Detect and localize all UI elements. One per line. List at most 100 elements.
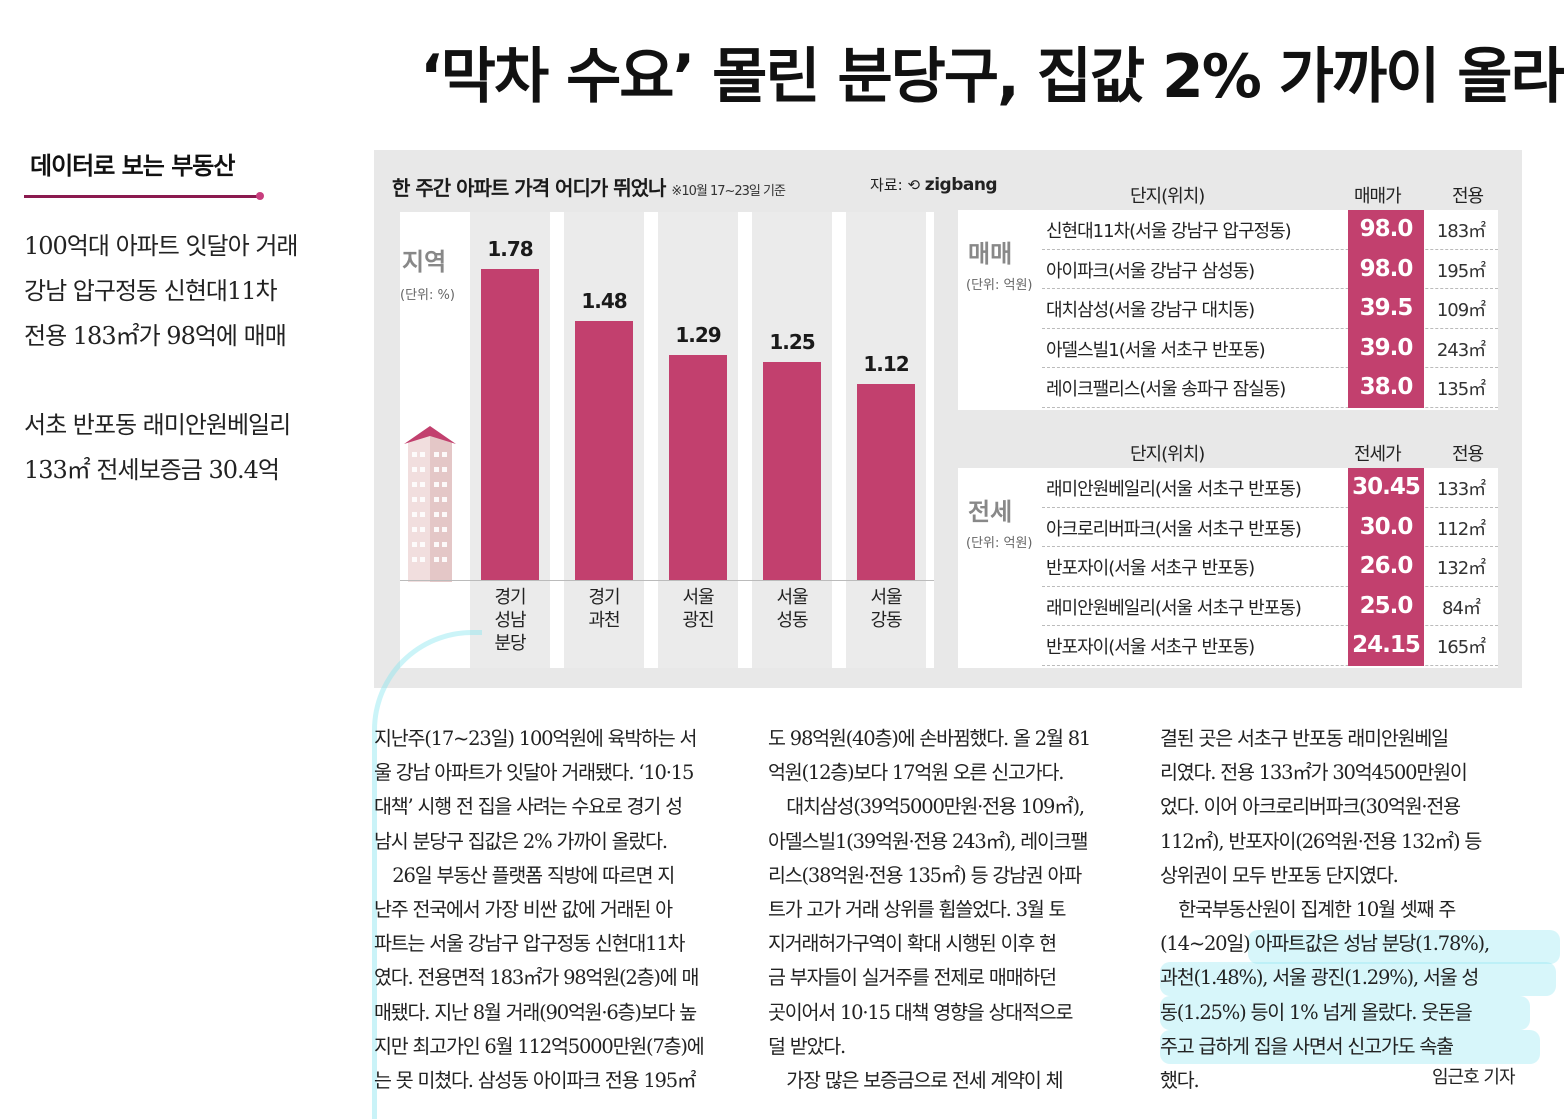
summary-line: 133㎡ 전세보증금 30.4억: [24, 456, 280, 484]
article-line: 지거래허가구역이 확대 시행된 이후 현: [768, 932, 1057, 956]
area-cell: 133㎡: [1436, 479, 1486, 500]
y-axis-label: 지역: [402, 248, 447, 276]
table-row: 반포자이(서울 서초구 반포동) 24.15 165㎡: [1042, 626, 1498, 666]
article-line: 트가 고가 거래 상위를 휩쓸었다. 3월 토: [768, 898, 1066, 922]
category-label: 서울 성동: [776, 587, 808, 631]
complex-name: 레이크팰리스(서울 송파구 잠실동): [1046, 379, 1286, 400]
article-column-2: 도 98억원(40층)에 손바뀜했다. 올 2월 81 억원(12층)보다 17억…: [768, 722, 1136, 1098]
article-line: 대치삼성(39억5000만원·전용 109㎡),: [768, 795, 1085, 819]
article-line: 남시 분당구 집값은 2% 가까이 올랐다.: [374, 829, 668, 853]
price-cell: 25.0: [1348, 586, 1424, 626]
area-cell: 135㎡: [1436, 379, 1486, 400]
complex-name: 대치삼성(서울 강남구 대치동): [1046, 300, 1255, 321]
complex-name: 신현대11차(서울 강남구 압구정동): [1046, 221, 1292, 242]
price-cell: 39.5: [1348, 289, 1424, 329]
header-complex: 단지(위치): [1130, 444, 1205, 465]
sale-unit: (단위: 억원): [966, 278, 1033, 293]
article-line: 난주 전국에서 가장 비싼 값에 거래된 아: [374, 898, 673, 922]
price-cell: 98.0: [1348, 210, 1424, 250]
category-label: 경기 성남 분당: [494, 587, 526, 654]
zigbang-logo-icon: ⟲: [907, 176, 921, 194]
article-line: 결된 곳은 서초구 반포동 래미안원베일: [1160, 727, 1449, 750]
table-row: 아델스빌1(서울 서초구 반포동) 39.0 243㎡: [1042, 328, 1498, 368]
area-cell: 109㎡: [1436, 300, 1486, 321]
chart-area: 지역 (단위: %) 1.78 경기 성남 분당 1.48 경기 과천 1.29: [400, 212, 934, 668]
sale-table: 단지(위치) 매매가 전용 매매 (단위: 억원) 신현대11차(서울 강남구 …: [958, 178, 1498, 410]
complex-name: 아크로리버파크(서울 서초구 반포동): [1046, 518, 1302, 540]
article-line: 했다.: [1160, 1069, 1200, 1093]
apartment-building-icon: [404, 426, 456, 582]
table-row: 래미안원베일리(서울 서초구 반포동) 30.45 133㎡: [1042, 468, 1498, 508]
sale-table-body: 매매 (단위: 억원) 신현대11차(서울 강남구 압구정동) 98.0 183㎡ 아…: [958, 210, 1498, 410]
table-row: 아크로리버파크(서울 서초구 반포동) 30.0 112㎡: [1042, 507, 1498, 547]
article-line: 주고 급하게 집을 사면서 신고가도 속출: [1160, 1034, 1454, 1058]
article-line: 였다. 전용면적 183㎡가 98억원(2층)에 매: [374, 966, 699, 990]
bar: [575, 321, 633, 580]
source-label: 자료:: [870, 176, 903, 194]
article-line: 울 강남 아파트가 잇달아 거래됐다. ‘10·15: [374, 761, 694, 785]
bar-value-label: 1.25: [769, 329, 815, 354]
price-cell: 30.45: [1348, 468, 1424, 508]
sale-table-header: 단지(위치) 매매가 전용: [958, 178, 1498, 208]
category-label: 서울 강동: [870, 587, 902, 631]
price-cell: 24.15: [1348, 626, 1424, 666]
header-complex: 단지(위치): [1130, 186, 1205, 207]
headline: ‘막차 수요’ 몰린 분당구, 집값 2% 가까이 올라: [420, 42, 1564, 112]
bar: [669, 354, 727, 580]
summary: 100억대 아파트 잇달아 거래 강남 압구정동 신현대11차 전용 183㎡가…: [24, 224, 344, 493]
area-cell: 195㎡: [1436, 260, 1486, 282]
bar-value-label: 1.48: [581, 289, 627, 314]
chart-title-text: 한 주간 아파트 가격 어디가 뛰었나: [392, 176, 666, 200]
price-cell: 26.0: [1348, 547, 1424, 587]
article-line: 곳이어서 10·15 대책 영향을 상대적으로: [768, 1000, 1073, 1024]
area-cell: 112㎡: [1436, 518, 1486, 540]
highlighter-mark: [1248, 930, 1560, 964]
article-line: 한국부동산원이 집계한 10월 셋째 주: [1160, 898, 1456, 922]
chart-note: ※10월 17~23일 기준: [671, 184, 786, 199]
sidebar: 데이터로 보는 부동산 100억대 아파트 잇달아 거래 강남 압구정동 신현대…: [24, 140, 344, 493]
jeonse-table-header: 단지(위치) 전세가 전용: [958, 436, 1498, 466]
article-line: 파트는 서울 강남구 압구정동 신현대11차: [374, 932, 685, 956]
category-label: 서울 광진: [682, 587, 714, 631]
jeonse-kind: 전세: [968, 498, 1013, 526]
summary-line: 강남 압구정동 신현대11차: [24, 277, 278, 305]
complex-name: 래미안원베일리(서울 서초구 반포동): [1046, 479, 1302, 500]
article-line: 지난주(17~23일) 100억원에 육박하는 서: [374, 727, 697, 750]
header-price: 전세가: [1354, 444, 1402, 465]
byline: 임근호 기자: [1432, 1067, 1516, 1088]
source-name: zigbang: [924, 175, 998, 195]
jeonse-table: 단지(위치) 전세가 전용 전세 (단위: 억원) 래미안원베일리(서울 서초구…: [958, 436, 1498, 668]
article-line: 억원(12층)보다 17억원 오른 신고가다.: [768, 761, 1064, 785]
header-area: 전용: [1452, 186, 1484, 207]
x-axis-line: [400, 580, 934, 581]
infographic: 한 주간 아파트 가격 어디가 뛰었나 ※10월 17~23일 기준 자료: ⟲ …: [374, 150, 1522, 688]
category-label: 경기 과천: [588, 587, 620, 631]
jeonse-unit: (단위: 억원): [966, 536, 1033, 551]
article-line: 는 못 미쳤다. 삼성동 아이파크 전용 195㎡: [374, 1069, 696, 1093]
complex-name: 아이파크(서울 강남구 삼성동): [1046, 260, 1255, 282]
complex-name: 반포자이(서울 서초구 반포동): [1046, 558, 1255, 579]
bar: [857, 384, 915, 580]
article-line: 지만 최고가인 6월 112억5000만원(7층)에: [374, 1034, 705, 1058]
summary-line: 서초 반포동 래미안원베일리: [24, 411, 291, 439]
table-row: 반포자이(서울 서초구 반포동) 26.0 132㎡: [1042, 547, 1498, 587]
summary-line: 전용 183㎡가 98억에 매매: [24, 322, 287, 350]
article-line: 었다. 이어 아크로리버파크(30억원·전용: [1160, 795, 1461, 819]
unit-label: (단위: %): [400, 288, 455, 303]
article-line: 덜 받았다.: [768, 1034, 846, 1058]
highlighter-mark: [1160, 1030, 1540, 1064]
article-line: (14~20일) 아파트값은 성남 분당(1.78%),: [1160, 932, 1490, 956]
summary-line: 100억대 아파트 잇달아 거래: [24, 232, 299, 260]
article-line: 상위권이 모두 반포동 단지였다.: [1160, 863, 1399, 887]
table-row: 레이크팰리스(서울 송파구 잠실동) 38.0 135㎡: [1042, 368, 1498, 408]
complex-name: 아델스빌1(서울 서초구 반포동): [1046, 339, 1266, 361]
table-row: 신현대11차(서울 강남구 압구정동) 98.0 183㎡: [1042, 210, 1498, 250]
bar-value-label: 1.29: [675, 322, 721, 347]
article-line: 대책’ 시행 전 집을 사려는 수요로 경기 성: [374, 795, 683, 819]
complex-name: 반포자이(서울 서초구 반포동): [1046, 637, 1255, 658]
article-line: 리스(38억원·전용 135㎡) 등 강남권 아파: [768, 863, 1082, 887]
complex-name: 래미안원베일리(서울 서초구 반포동): [1046, 597, 1302, 619]
sale-kind: 매매: [968, 240, 1013, 268]
article-column-3: 결된 곳은 서초구 반포동 래미안원베일 리였다. 전용 133㎡가 30억450…: [1160, 722, 1528, 1098]
